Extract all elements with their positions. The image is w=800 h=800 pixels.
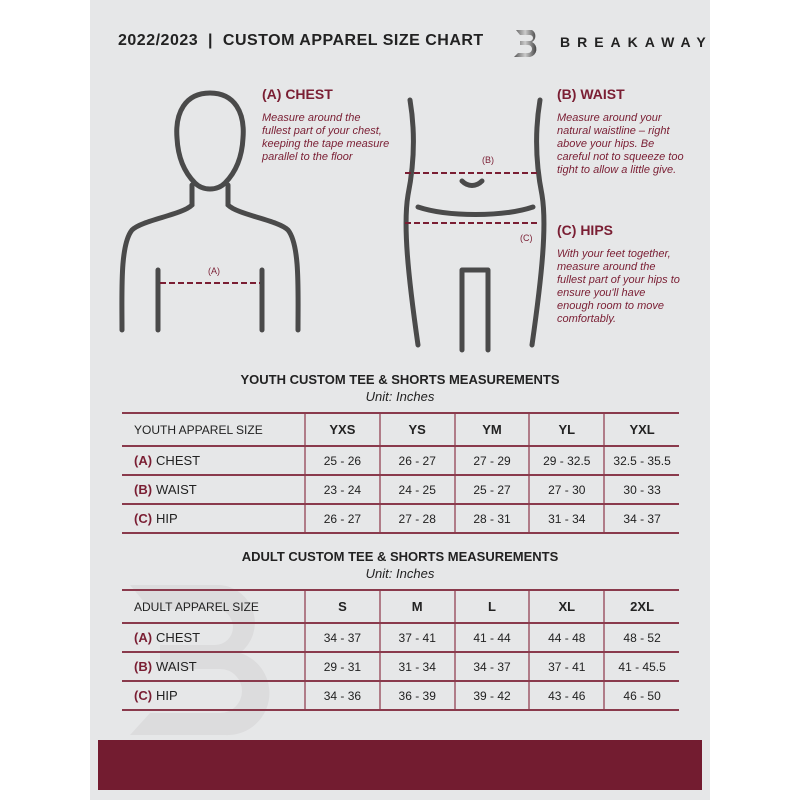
size-header: YM — [453, 412, 530, 447]
cell: 48 - 52 — [603, 622, 679, 653]
youth-unit: Unit: Inches — [365, 389, 435, 404]
row-letter: (C) — [134, 688, 153, 703]
size-chart-page: 2022/2023 | CUSTOM APPAREL SIZE CHART BR… — [90, 0, 710, 800]
table-row: (B) WAIST 23 - 24 24 - 25 25 - 27 27 - 30 30 -… — [122, 474, 679, 505]
cell: 36 - 39 — [378, 680, 455, 711]
cell: 44 - 48 — [528, 622, 605, 653]
cell: 24 - 25 — [378, 474, 455, 505]
table-row: (C) HIP 34 - 36 36 - 39 39 - 42 43 - 46 46 - 5… — [122, 680, 679, 711]
table-row: (B) WAIST 29 - 31 31 - 34 34 - 37 37 - 41 41 -… — [122, 651, 679, 682]
size-label: ADULT APPAREL SIZE — [122, 589, 305, 624]
cell: 34 - 37 — [453, 651, 530, 682]
cell: 34 - 36 — [304, 680, 380, 711]
brand-name: BREAKAWAY — [560, 34, 713, 50]
size-header: YXL — [603, 412, 679, 447]
table-header-row: ADULT APPAREL SIZE S M L XL 2XL — [122, 589, 679, 624]
size-header: YL — [528, 412, 605, 447]
breakaway-logo-icon — [514, 30, 537, 57]
cell: 25 - 26 — [304, 445, 380, 476]
row-label: HIP — [156, 511, 178, 526]
cell: 46 - 50 — [603, 680, 679, 711]
footer-band — [98, 740, 702, 790]
chest-description: Measure around the fullest part of your … — [262, 112, 390, 163]
cell: 27 - 28 — [378, 503, 455, 534]
cell: 26 - 27 — [378, 445, 455, 476]
hips-marker: (C) — [520, 233, 533, 243]
table-row: (A) CHEST 34 - 37 37 - 41 41 - 44 44 - 48 48 -… — [122, 622, 679, 653]
cell: 27 - 30 — [528, 474, 605, 505]
size-header: YXS — [304, 412, 380, 447]
size-header: 2XL — [603, 589, 679, 624]
cell: 30 - 33 — [603, 474, 679, 505]
size-header: S — [304, 589, 380, 624]
cell: 41 - 44 — [453, 622, 530, 653]
row-letter: (A) — [134, 630, 153, 645]
youth-table-title: YOUTH CUSTOM TEE & SHORTS MEASUREMENTS — [240, 372, 560, 387]
youth-size-table: YOUTH APPAREL SIZE YXS YS YM YL YXL (A) C… — [122, 412, 679, 534]
hips-description: With your feet together, measure around … — [557, 248, 680, 325]
cell: 41 - 45.5 — [603, 651, 679, 682]
row-letter: (C) — [134, 511, 153, 526]
table-header-row: YOUTH APPAREL SIZE YXS YS YM YL YXL — [122, 412, 679, 447]
chest-marker: (A) — [208, 266, 220, 276]
size-header: XL — [528, 589, 605, 624]
row-label: WAIST — [156, 482, 197, 497]
page-title: 2022/2023 | CUSTOM APPAREL SIZE CHART — [118, 32, 484, 49]
size-header: L — [453, 589, 530, 624]
adult-table-title: ADULT CUSTOM TEE & SHORTS MEASUREMENTS — [241, 549, 559, 564]
adult-size-table: ADULT APPAREL SIZE S M L XL 2XL (A) CHEST… — [122, 589, 679, 711]
waist-marker: (B) — [482, 155, 494, 165]
cell: 23 - 24 — [304, 474, 380, 505]
cell: 28 - 31 — [453, 503, 530, 534]
row-label: WAIST — [156, 659, 197, 674]
cell: 37 - 41 — [378, 622, 455, 653]
cell: 26 - 27 — [304, 503, 380, 534]
cell: 31 - 34 — [528, 503, 605, 534]
lower-body-figure — [403, 97, 547, 353]
cell: 31 - 34 — [378, 651, 455, 682]
upper-body-figure — [119, 90, 301, 333]
cell: 27 - 29 — [453, 445, 530, 476]
row-label: CHEST — [156, 453, 201, 468]
cell: 39 - 42 — [453, 680, 530, 711]
cell: 29 - 32.5 — [528, 445, 605, 476]
waist-description: Measure around your natural waistline – … — [557, 112, 684, 176]
hips-heading: (C) HIPS — [557, 222, 613, 238]
chest-heading: (A) CHEST — [262, 86, 333, 102]
cell: 25 - 27 — [453, 474, 530, 505]
cell: 29 - 31 — [304, 651, 380, 682]
row-letter: (B) — [134, 659, 153, 674]
size-header: YS — [378, 412, 455, 447]
size-label: YOUTH APPAREL SIZE — [122, 412, 305, 447]
row-label: HIP — [156, 688, 178, 703]
waist-heading: (B) WAIST — [557, 86, 625, 102]
row-letter: (B) — [134, 482, 153, 497]
table-row: (A) CHEST 25 - 26 26 - 27 27 - 29 29 - 32.5 32… — [122, 445, 679, 476]
table-row: (C) HIP 26 - 27 27 - 28 28 - 31 31 - 34 34 - 3… — [122, 503, 679, 534]
cell: 32.5 - 35.5 — [603, 445, 679, 476]
cell: 43 - 46 — [528, 680, 605, 711]
adult-unit: Unit: Inches — [365, 566, 435, 581]
size-header: M — [378, 589, 455, 624]
cell: 37 - 41 — [528, 651, 605, 682]
row-label: CHEST — [156, 630, 201, 645]
cell: 34 - 37 — [304, 622, 380, 653]
row-letter: (A) — [134, 453, 153, 468]
cell: 34 - 37 — [603, 503, 679, 534]
